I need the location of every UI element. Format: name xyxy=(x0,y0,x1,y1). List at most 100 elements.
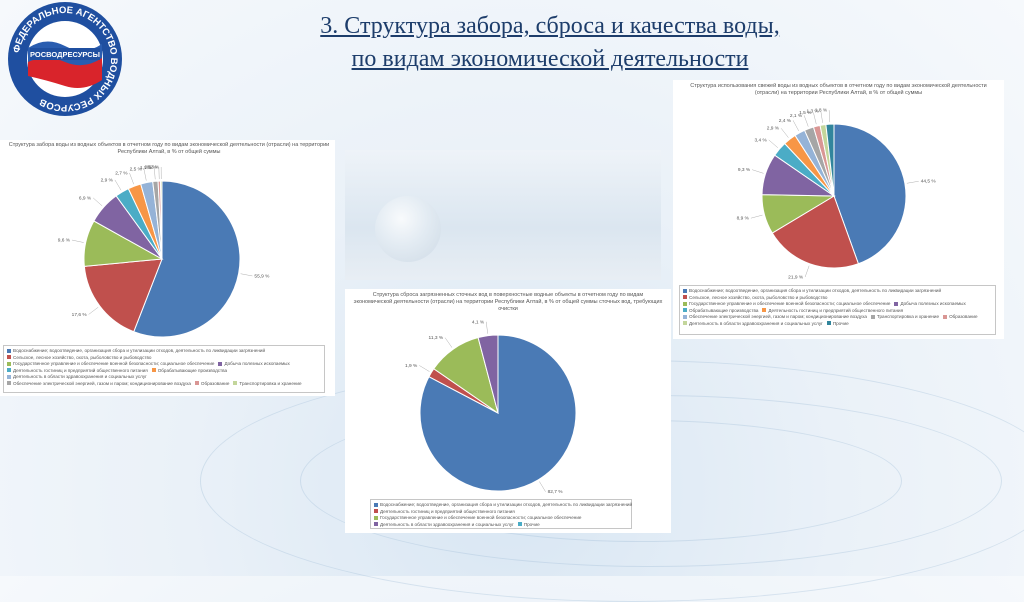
legend-label: Прочие xyxy=(833,321,849,326)
legend-swatch xyxy=(762,308,766,312)
legend-swatch xyxy=(195,381,199,385)
legend-item: Обрабатывающие производства xyxy=(152,368,227,375)
leader-line xyxy=(539,481,545,491)
legend-item: Транспортировка и хранение xyxy=(871,314,939,321)
pie-chart-discharge: 82,7 %1,9 %11,3 %4,1 % xyxy=(345,289,671,499)
chart-panel-discharge: Структура сброса загрязненных сточных во… xyxy=(345,289,671,533)
leader-line xyxy=(793,120,799,131)
rosvodresursy-logo: ФЕДЕРАЛЬНОЕ АГЕНТСТВО ВОДНЫХ РЕСУРСОВ РО… xyxy=(6,0,124,118)
legend-label: Образование xyxy=(949,314,977,319)
legend-label: Добыча полезных ископаемых xyxy=(224,361,289,366)
pie-slice-label: 4,1 % xyxy=(472,319,485,325)
chart-legend-withdrawal: Водоснабжение; водоотведение, организаци… xyxy=(3,345,325,393)
leader-line xyxy=(751,215,763,218)
legend-swatch xyxy=(943,315,947,319)
legend-swatch xyxy=(683,289,687,293)
chart-legend-use: Водоснабжение; водоотведение, организаци… xyxy=(679,285,996,335)
leader-line xyxy=(907,181,919,183)
water-drop-image xyxy=(375,196,441,262)
legend-label: Деятельность в области здравоохранения и… xyxy=(380,522,514,527)
legend-swatch xyxy=(233,381,237,385)
legend-item: Деятельность в области здравоохранения и… xyxy=(374,522,514,529)
page-title-line1: 3. Структура забора, сброса и качества в… xyxy=(250,10,850,43)
legend-label: Прочие xyxy=(524,522,540,527)
legend-label: Добыча полезных ископаемых xyxy=(900,301,965,306)
legend-item: Обеспечение электрической энергией, газо… xyxy=(7,381,191,388)
pie-slice-label: 6,9 % xyxy=(79,195,92,201)
legend-swatch xyxy=(374,516,378,520)
chart-panel-withdrawal: Структура забора воды из водных объектов… xyxy=(0,140,335,396)
legend-item: Деятельность в области здравоохранения и… xyxy=(683,321,823,328)
legend-label: Образование xyxy=(201,381,229,386)
pie-chart-withdrawal: 55,9 %17,6 %9,6 %6,9 %2,9 %2,7 %2,5 %1,1… xyxy=(0,140,335,340)
legend-label: Государственное управление и обеспечение… xyxy=(380,515,581,520)
legend-item: Прочие xyxy=(827,321,849,328)
legend-label: Государственное управление и обеспечение… xyxy=(13,361,214,366)
leader-line xyxy=(115,180,121,190)
legend-label: Обрабатывающие производства xyxy=(158,368,227,373)
legend-label: Обеспечение электрической энергией, газо… xyxy=(13,381,191,386)
logo-center-text: РОСВОДРЕСУРСЫ xyxy=(30,50,100,59)
legend-label: Государственное управление и обеспечение… xyxy=(689,301,890,306)
legend-label: Водоснабжение; водоотведение, организаци… xyxy=(380,502,632,507)
leader-line xyxy=(829,110,830,122)
pie-slice-label: 0,3 % xyxy=(147,165,160,171)
leader-line xyxy=(804,115,808,126)
pie-slice-label: 21,9 % xyxy=(788,275,804,281)
legend-item: Образование xyxy=(943,314,977,321)
legend-swatch xyxy=(871,315,875,319)
pie-slice-label: 1,9 % xyxy=(405,363,418,369)
pie-chart-use: 44,5 %21,9 %8,9 %9,3 %3,4 %2,9 %2,4 %2,1… xyxy=(673,80,1004,285)
pie-slice-label: 8,9 % xyxy=(737,216,750,222)
leader-line xyxy=(769,140,778,148)
leader-line xyxy=(72,240,84,242)
pie-slice-label: 2,9 % xyxy=(101,177,114,183)
leader-line xyxy=(129,173,133,184)
leader-line xyxy=(445,338,452,348)
leader-line xyxy=(419,365,429,371)
legend-label: Деятельность гостиниц и предприятий обще… xyxy=(768,308,903,313)
legend-item: Прочие xyxy=(518,522,540,529)
legend-label: Обеспечение электрической энергией, газо… xyxy=(689,314,867,319)
legend-swatch xyxy=(374,503,378,507)
page-title-line2: по видам экономической деятельности xyxy=(250,43,850,76)
legend-swatch xyxy=(894,302,898,306)
legend-label: Деятельность в области здравоохранения и… xyxy=(13,374,147,379)
legend-swatch xyxy=(683,308,687,312)
leader-line xyxy=(89,307,99,314)
pie-slice-label: 9,6 % xyxy=(58,238,71,244)
pie-slice-label: 3,4 % xyxy=(754,137,767,143)
legend-swatch xyxy=(7,362,11,366)
legend-swatch xyxy=(7,349,11,353)
legend-swatch xyxy=(218,362,222,366)
leader-line xyxy=(93,198,102,206)
legend-label: Водоснабжение; водоотведение, организаци… xyxy=(13,348,265,353)
legend-label: Водоснабжение; водоотведение, организаци… xyxy=(689,288,941,293)
pie-slice-label: 11,3 % xyxy=(429,335,444,341)
legend-swatch xyxy=(7,375,11,379)
pie-slice-label: 55,9 % xyxy=(254,273,270,279)
legend-item: Добыча полезных ископаемых xyxy=(218,361,289,368)
legend-item: Транспортировка и хранение xyxy=(233,381,301,388)
leader-line xyxy=(241,274,253,276)
legend-item: Добыча полезных ископаемых xyxy=(894,301,965,308)
legend-label: Транспортировка и хранение xyxy=(239,381,301,386)
page-title: 3. Структура забора, сброса и качества в… xyxy=(250,10,850,76)
legend-label: Сельское, лесное хозяйство, охота, рыбол… xyxy=(689,295,827,300)
pie-slice-label: 9,3 % xyxy=(738,167,751,173)
legend-swatch xyxy=(683,321,687,325)
legend-swatch xyxy=(827,321,831,325)
legend-swatch xyxy=(152,368,156,372)
legend-swatch xyxy=(683,302,687,306)
legend-swatch xyxy=(7,355,11,359)
legend-item: Образование xyxy=(195,381,229,388)
leader-line xyxy=(486,322,488,334)
legend-label: Обрабатывающие производства xyxy=(689,308,758,313)
pie-slice-label: 17,6 % xyxy=(72,312,88,318)
legend-swatch xyxy=(374,509,378,513)
legend-label: Деятельность гостиниц и предприятий обще… xyxy=(13,368,148,373)
legend-swatch xyxy=(683,315,687,319)
legend-swatch xyxy=(374,522,378,526)
pie-slice-label: 2,7 % xyxy=(115,170,128,176)
pie-slice-label: 1,8 % xyxy=(815,108,828,114)
